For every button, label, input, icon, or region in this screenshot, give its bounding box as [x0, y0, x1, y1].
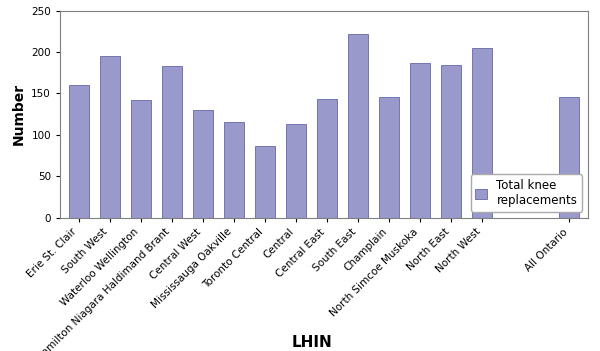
Bar	[379, 97, 400, 218]
Bar	[559, 97, 580, 218]
Bar	[441, 65, 461, 218]
Bar	[286, 124, 306, 218]
Bar	[131, 100, 151, 218]
Bar	[162, 66, 182, 218]
Bar	[100, 56, 120, 218]
Legend: Total knee
replacements: Total knee replacements	[470, 174, 582, 212]
Text: LHIN: LHIN	[292, 336, 332, 351]
Bar	[317, 99, 337, 218]
Bar	[193, 110, 213, 218]
Bar	[224, 122, 244, 218]
Bar	[472, 48, 493, 218]
Bar	[68, 85, 89, 218]
Bar	[348, 34, 368, 218]
Bar	[410, 63, 430, 218]
Bar	[255, 146, 275, 218]
Y-axis label: Number: Number	[11, 83, 26, 145]
